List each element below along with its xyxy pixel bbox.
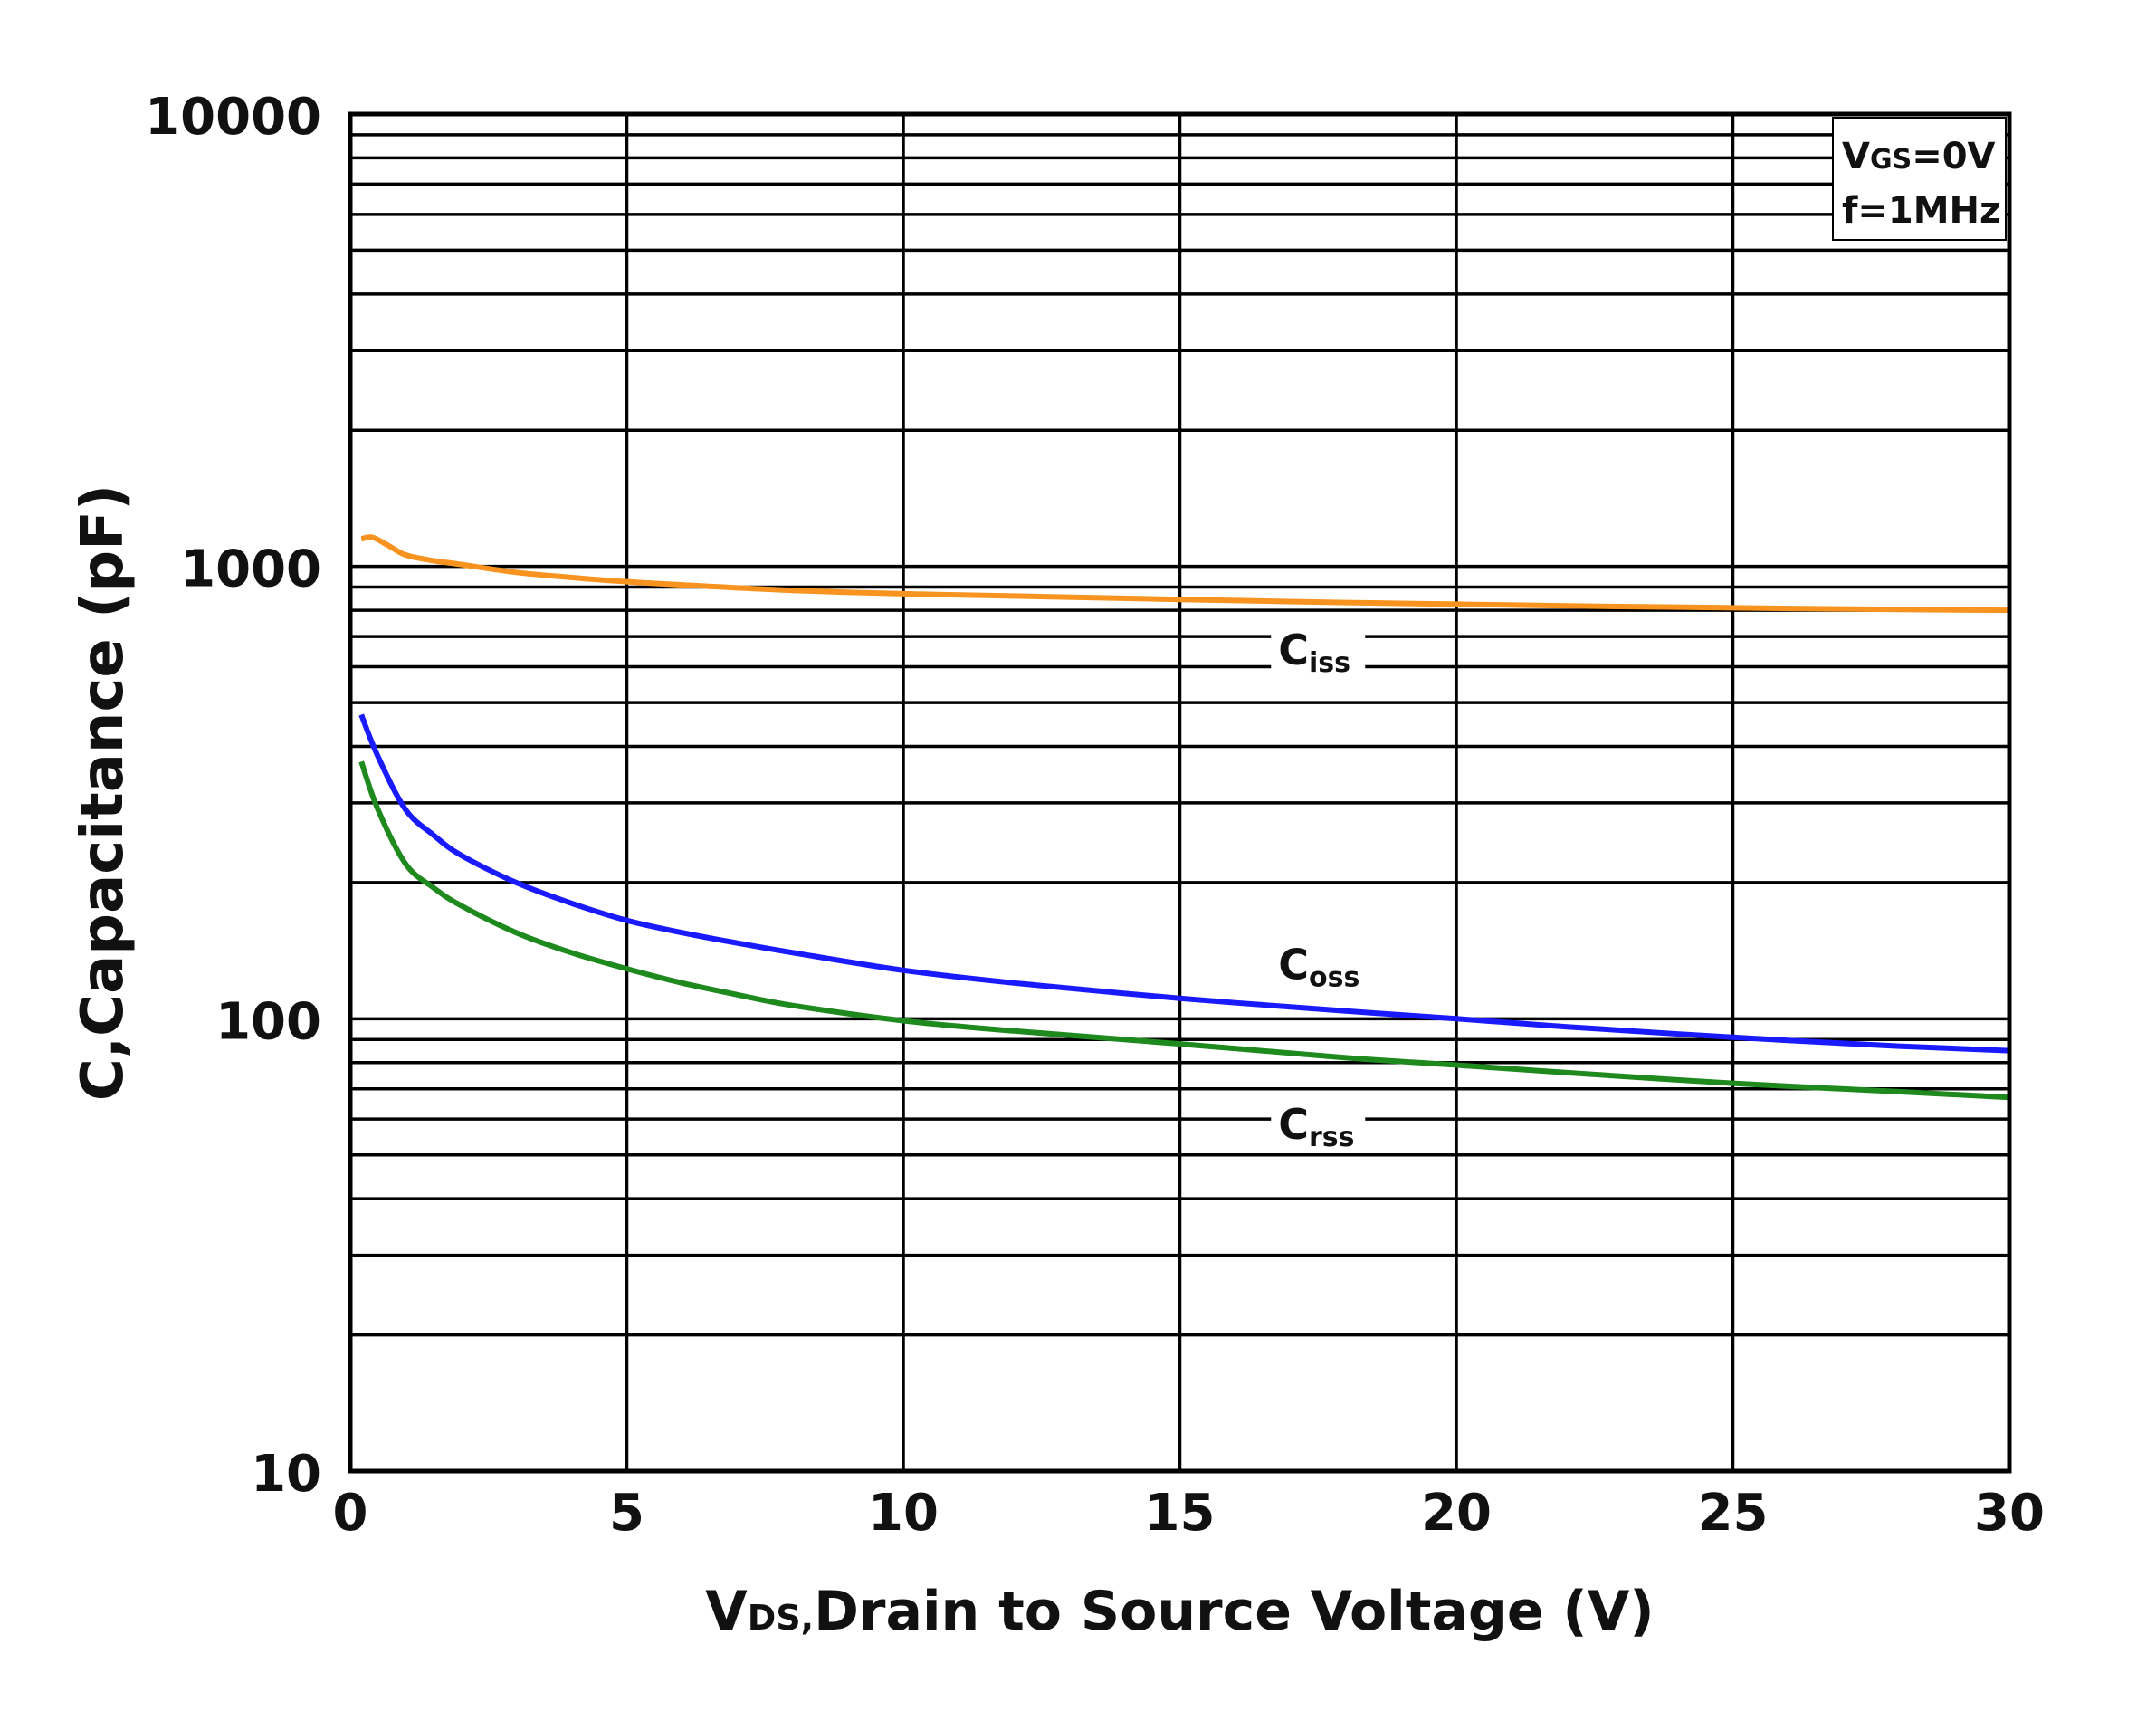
grid xyxy=(350,114,2009,1471)
x-tick-label: 5 xyxy=(609,1484,644,1543)
series-label-text: Ciss xyxy=(1278,626,1350,679)
x-tick-labels: 0 5 10 15 20 25 30 xyxy=(333,1484,2045,1543)
series-label-sub: rss xyxy=(1309,1122,1355,1153)
y-axis-label: C,Capacitance (pF) xyxy=(70,484,137,1101)
condition-vgs-sub: GS xyxy=(1870,144,1912,176)
series-label-main: C xyxy=(1278,940,1309,989)
series-label-background xyxy=(1271,1094,1366,1152)
y-tick-label: 10 xyxy=(251,1445,321,1504)
series-label-sub: iss xyxy=(1309,647,1350,679)
series-label-background xyxy=(1271,620,1366,677)
x-tick-label: 30 xyxy=(1974,1484,2045,1543)
x-axis-label-main: V xyxy=(705,1580,748,1643)
condition-vgs: VGS=0V xyxy=(1842,136,1996,177)
series-label-text: Coss xyxy=(1278,940,1359,993)
series-label-ciss: Ciss xyxy=(1271,620,1366,679)
series-label-coss: Coss xyxy=(1271,935,1366,993)
series-coss-line xyxy=(358,713,2010,1054)
x-axis-label-sub: DS, xyxy=(748,1598,814,1638)
series-label-text: Crss xyxy=(1278,1100,1354,1153)
y-tick-labels: 10 100 1000 10000 xyxy=(145,88,321,1504)
y-tick-label: 1000 xyxy=(180,540,321,599)
conditions-box-frame xyxy=(1832,117,2007,241)
plot-frame xyxy=(348,111,2012,1474)
x-tick-label: 15 xyxy=(1145,1484,1216,1543)
x-tick-label: 0 xyxy=(333,1484,368,1543)
series-crss-line xyxy=(358,760,2010,1101)
x-tick-label: 20 xyxy=(1421,1484,1492,1543)
y-tick-label: 10000 xyxy=(145,88,321,147)
series-label-main: C xyxy=(1278,1100,1309,1149)
x-axis-label: VDS,Drain to Source Voltage (V) xyxy=(705,1580,1654,1643)
series-label-crss: Crss xyxy=(1271,1094,1366,1153)
condition-vgs-main: V xyxy=(1842,136,1870,177)
y-tick-label: 100 xyxy=(215,992,321,1051)
series-ciss-line xyxy=(360,534,2010,614)
condition-frequency: f=1MHz xyxy=(1842,190,2000,232)
series-label-main: C xyxy=(1278,626,1309,674)
x-axis-label-rest: Drain to Source Voltage (V) xyxy=(814,1580,1655,1643)
series-label-background xyxy=(1271,935,1366,992)
series-label-sub: oss xyxy=(1309,961,1359,993)
x-tick-label: 25 xyxy=(1698,1484,1769,1543)
conditions-box: VGS=0V f=1MHz xyxy=(1832,117,2007,241)
x-tick-label: 10 xyxy=(868,1484,939,1543)
curves xyxy=(358,534,2010,1101)
condition-vgs-value: =0V xyxy=(1912,136,1995,177)
